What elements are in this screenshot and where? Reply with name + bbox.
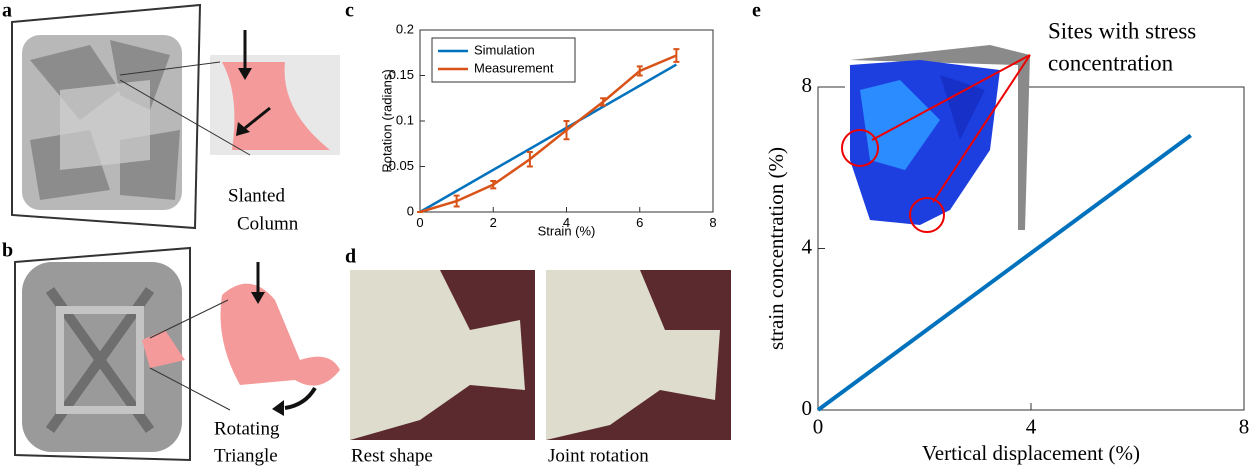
y-tick-label: 0.05 [389,158,414,173]
x-tick-label: 8 [709,215,716,230]
panel-b-render: Rotating Triangle [14,246,340,466]
chart-c: 0 2 4 6 8 0 0.05 0.1 0.15 0.2 Strain (%) Rotation (… [379,21,716,238]
y-tick-label: 0 [407,203,414,218]
annotation: concentration [1048,50,1174,75]
error-bar [600,97,607,107]
x-tick-label: 6 [636,215,643,230]
caption: Rest shape [351,445,433,466]
y-tick-label: 0.2 [396,21,414,36]
caption-line: Triangle [214,445,278,466]
caption: Joint rotation [548,445,649,466]
annotation: Sites with stress [1048,18,1196,43]
error-bar [563,120,570,141]
error-bar [490,180,497,190]
x-axis-label: Strain (%) [538,223,596,238]
series-line [816,133,1192,412]
error-bar [673,48,680,63]
y-tick-label: 8 [802,73,813,97]
x-tick-label: 2 [490,215,497,230]
x-tick-label: 0 [416,215,423,230]
y-tick-label: 0.1 [396,112,414,127]
x-tick-label: 0 [813,415,824,439]
panel-label: a [2,0,12,22]
panel-label: d [345,246,356,268]
panel-label: b [2,240,13,262]
x-tick-label: 4 [1026,415,1037,439]
x-tick-label: 8 [1239,415,1250,439]
error-bar [453,194,460,208]
legend-label: Simulation [474,42,535,57]
caption-line: Rotating [214,418,280,439]
y-tick-label: 0 [802,396,813,420]
panel-label: e [752,0,761,22]
x-axis-label: Vertical displacement (%) [922,441,1140,465]
series-line [419,63,677,214]
chart-e: 0 4 8 0 4 8 Vertical displacement (%) strain co… [764,18,1249,465]
legend-label: Measurement [474,60,554,75]
error-bar [636,65,643,77]
panel-a-render: Slanted Column [11,3,340,234]
x-tick-label: 4 [563,215,570,230]
legend-box [431,37,576,83]
series-line [419,54,677,214]
inset-render [841,45,1031,233]
caption-line: Column [237,213,299,234]
error-bar [526,150,533,168]
panel-label: c [345,0,354,22]
caption-line: Slanted [228,185,285,206]
panel-d-photos: Rest shape Joint rotation [350,270,731,466]
y-tick-label: 4 [802,234,813,258]
y-axis-label: strain concentration (%) [764,147,788,350]
y-axis-label: Rotation (radians) [379,69,394,172]
y-tick-label: 0.15 [389,67,414,82]
